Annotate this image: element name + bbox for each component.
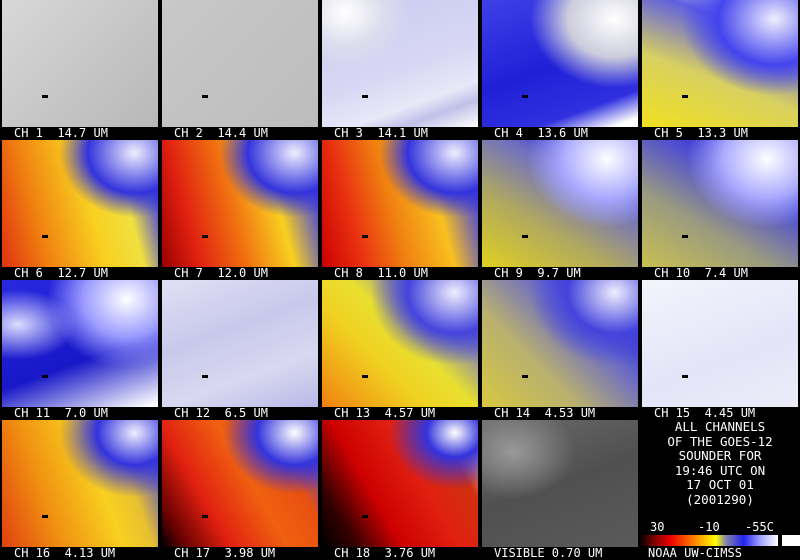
panel-label: CH 8 11.0 UM [334, 266, 428, 280]
panel-label: CH 1 14.7 UM [14, 126, 108, 140]
panel-label: CH 9 9.7 UM [494, 266, 581, 280]
info-text: ALL CHANNELS OF THE GOES-12 SOUNDER FOR 19:… [640, 419, 800, 507]
panel-label: CH 18 3.76 UM [334, 546, 436, 560]
panel-label: CH 3 14.1 UM [334, 126, 428, 140]
location-marker [42, 375, 48, 378]
info-line: 17 OCT 01 [686, 477, 754, 492]
satellite-image [162, 140, 318, 267]
satellite-panel: CH 8 11.0 UM [320, 140, 480, 280]
panel-label: CH 11 7.0 UM [14, 406, 108, 420]
satellite-image [642, 280, 798, 407]
location-marker [362, 95, 368, 98]
location-marker [682, 235, 688, 238]
satellite-image [162, 280, 318, 407]
panel-label: CH 13 4.57 UM [334, 406, 436, 420]
panel-label: CH 14 4.53 UM [494, 406, 596, 420]
satellite-image [642, 140, 798, 267]
panel-label: CH 4 13.6 UM [494, 126, 588, 140]
colorbar-label: -10 [698, 520, 720, 534]
panel-label: CH 17 3.98 UM [174, 546, 276, 560]
satellite-panel: CH 14 4.53 UM [480, 280, 640, 420]
satellite-panel: CH 17 3.98 UM [160, 420, 320, 560]
satellite-panel: CH 4 13.6 UM [480, 0, 640, 140]
location-marker [42, 515, 48, 518]
satellite-image [2, 140, 158, 267]
location-marker [42, 95, 48, 98]
satellite-panel: CH 18 3.76 UM [320, 420, 480, 560]
satellite-image [642, 0, 798, 127]
credit: NOAA UW-CIMSS [648, 546, 742, 560]
location-marker [522, 95, 528, 98]
location-marker [202, 95, 208, 98]
colorbar [640, 535, 778, 546]
info-line: OF THE GOES-12 [667, 433, 773, 449]
satellite-image [322, 140, 478, 267]
satellite-image [2, 280, 158, 407]
panel-label: VISIBLE 0.70 UM [494, 546, 603, 560]
satellite-panel: CH 13 4.57 UM [320, 280, 480, 420]
panel-label: CH 15 4.45 UM [654, 406, 756, 420]
location-marker [362, 515, 368, 518]
satellite-panel: CH 3 14.1 UM [320, 0, 480, 140]
location-marker [362, 375, 368, 378]
satellite-panel: CH 11 7.0 UM [0, 280, 160, 420]
satellite-image [162, 420, 318, 547]
satellite-panel: VISIBLE 0.70 UM [480, 420, 640, 560]
satellite-panel: CH 7 12.0 UM [160, 140, 320, 280]
info-line: ALL CHANNELS [674, 419, 766, 434]
satellite-image [482, 0, 638, 127]
panel-label: CH 2 14.4 UM [174, 126, 268, 140]
info-line: SOUNDER FOR [678, 448, 762, 463]
info-line: 19:46 UTC ON [674, 462, 766, 478]
location-marker [202, 375, 208, 378]
satellite-panel: CH 16 4.13 UM [0, 420, 160, 560]
location-marker [682, 375, 688, 378]
location-marker [202, 515, 208, 518]
satellite-image [162, 0, 318, 127]
satellite-panel: CH 2 14.4 UM [160, 0, 320, 140]
colorbar-label: -55C [745, 520, 774, 534]
location-marker [362, 235, 368, 238]
panel-label: CH 16 4.13 UM [14, 546, 116, 560]
location-marker [522, 235, 528, 238]
satellite-image [482, 420, 638, 547]
panel-label: CH 6 12.7 UM [14, 266, 108, 280]
location-marker [522, 375, 528, 378]
satellite-image [482, 140, 638, 267]
panel-label: CH 5 13.3 UM [654, 126, 748, 140]
satellite-image [322, 280, 478, 407]
location-marker [42, 235, 48, 238]
location-marker [202, 235, 208, 238]
panel-label: CH 12 6.5 UM [174, 406, 268, 420]
satellite-image [2, 420, 158, 547]
colorbar-end [782, 535, 800, 546]
satellite-image [482, 280, 638, 407]
location-marker [682, 95, 688, 98]
satellite-image [322, 0, 478, 127]
panel-label: CH 10 7.4 UM [654, 266, 748, 280]
satellite-panel: CH 6 12.7 UM [0, 140, 160, 280]
satellite-panel: CH 9 9.7 UM [480, 140, 640, 280]
satellite-panel: CH 10 7.4 UM [640, 140, 800, 280]
satellite-panel: CH 5 13.3 UM [640, 0, 800, 140]
colorbar-label: 30 [650, 520, 665, 534]
panel-label: CH 7 12.0 UM [174, 266, 268, 280]
info-line: (2001290) [686, 491, 754, 507]
satellite-image [2, 0, 158, 127]
satellite-panel: CH 12 6.5 UM [160, 280, 320, 420]
satellite-image [322, 420, 478, 547]
satellite-panel: CH 1 14.7 UM [0, 0, 160, 140]
satellite-panel: CH 15 4.45 UM [640, 280, 800, 420]
